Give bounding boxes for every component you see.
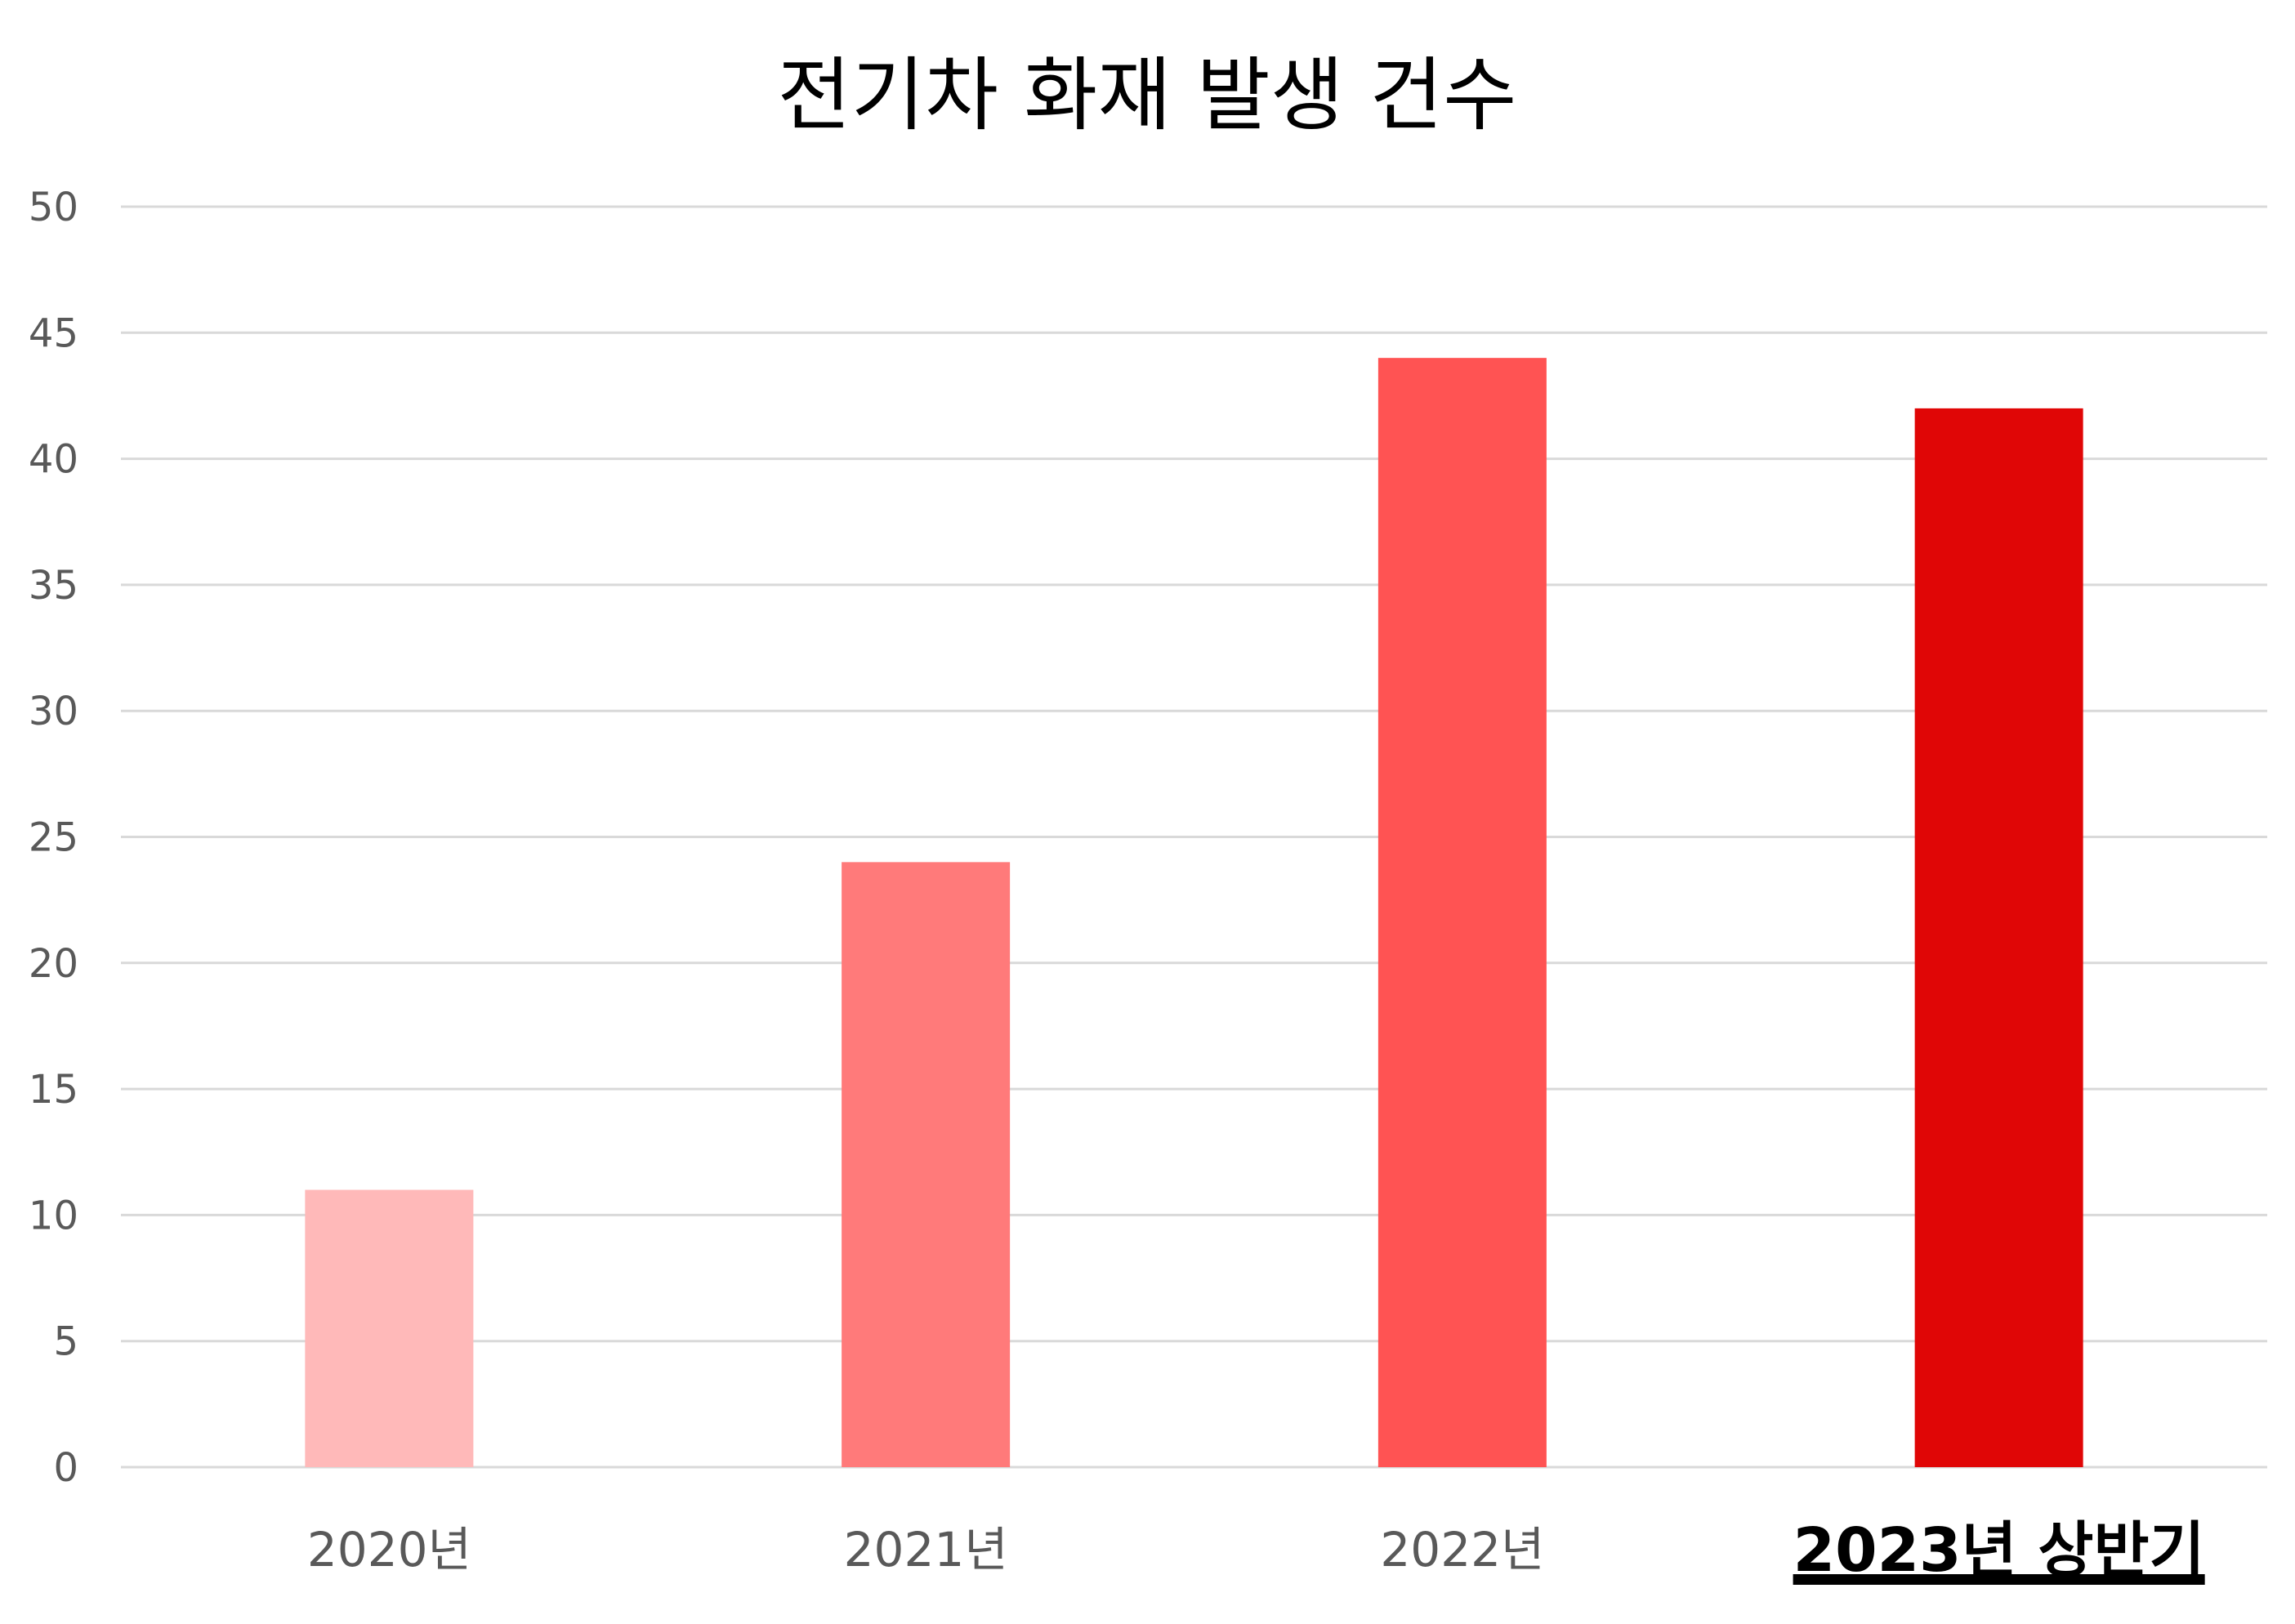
y-tick-label: 40 — [29, 437, 78, 483]
bar-3 — [1914, 408, 2083, 1467]
y-axis-ticks: 0 5 10 15 20 25 30 35 40 45 50 — [29, 185, 78, 1491]
y-tick-label: 45 — [29, 310, 78, 356]
bar-0 — [305, 1189, 474, 1467]
y-tick-label: 10 — [29, 1193, 78, 1238]
x-tick-label: 2021년 — [844, 1522, 1008, 1577]
y-tick-label: 0 — [53, 1445, 78, 1491]
x-tick-label: 2022년 — [1380, 1522, 1544, 1577]
gridlines — [121, 205, 2267, 1469]
y-tick-label: 15 — [29, 1067, 78, 1113]
bar-2 — [1377, 358, 1547, 1467]
y-tick-label: 20 — [29, 941, 78, 987]
chart-title: 전기차 화재 발생 건수 — [778, 49, 1517, 142]
x-axis-ticks: 2020년 2021년 2022년 2023년 상반기 — [307, 1515, 2205, 1586]
x-tick-label: 2020년 — [307, 1522, 471, 1577]
y-tick-label: 50 — [29, 185, 78, 230]
y-tick-label: 35 — [29, 563, 78, 609]
y-tick-label: 30 — [29, 689, 78, 734]
y-tick-label: 5 — [53, 1319, 78, 1365]
x-tick-label-highlighted: 2023년 상반기 — [1793, 1515, 2205, 1586]
bars — [305, 358, 2083, 1467]
y-tick-label: 25 — [29, 815, 78, 861]
bar-1 — [842, 862, 1011, 1467]
